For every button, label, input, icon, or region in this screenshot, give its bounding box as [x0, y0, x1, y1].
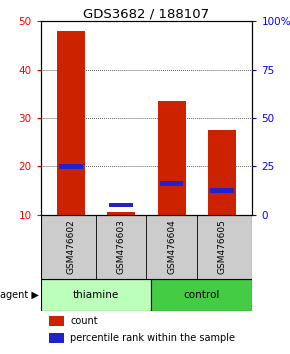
- Text: thiamine: thiamine: [73, 290, 119, 300]
- Bar: [158, 101, 186, 215]
- Bar: [160, 181, 184, 186]
- Bar: [49, 333, 64, 343]
- Bar: [41, 279, 151, 312]
- Title: GDS3682 / 188107: GDS3682 / 188107: [84, 7, 209, 20]
- Text: control: control: [184, 290, 220, 300]
- Bar: [151, 279, 252, 312]
- Text: agent ▶: agent ▶: [0, 290, 39, 300]
- Bar: [210, 188, 234, 193]
- Bar: [208, 130, 236, 215]
- Text: percentile rank within the sample: percentile rank within the sample: [70, 333, 235, 343]
- Bar: [59, 164, 83, 169]
- Bar: [49, 316, 64, 326]
- Text: GSM476604: GSM476604: [167, 219, 176, 274]
- Bar: [109, 202, 133, 207]
- Text: GSM476605: GSM476605: [218, 219, 226, 274]
- Text: GSM476603: GSM476603: [117, 219, 126, 274]
- Bar: [57, 31, 85, 215]
- Text: count: count: [70, 316, 98, 326]
- Text: GSM476602: GSM476602: [66, 219, 75, 274]
- Bar: [107, 212, 135, 215]
